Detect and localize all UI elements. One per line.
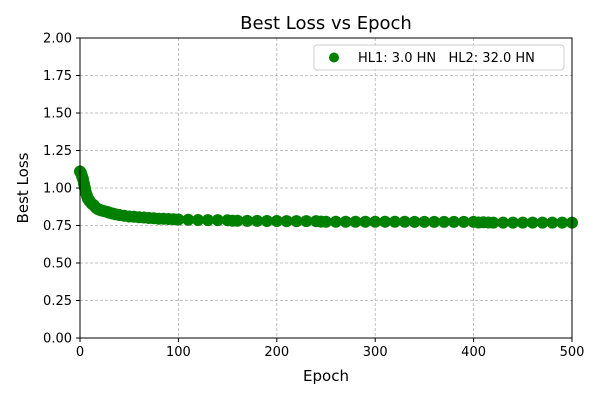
y-tick-label: 0.75 — [43, 219, 72, 234]
data-point — [398, 215, 411, 228]
y-tick-label: 1.75 — [43, 69, 72, 84]
x-tick-label: 500 — [560, 345, 585, 360]
plot-area-frame — [79, 37, 573, 339]
y-axis-label: Best Loss — [14, 152, 32, 223]
data-point — [172, 213, 185, 226]
data-point — [526, 216, 539, 229]
data-point — [251, 214, 264, 227]
data-point — [556, 216, 569, 229]
y-tick-label: 1.00 — [43, 182, 72, 197]
data-point — [260, 215, 273, 227]
y-tick-label: 1.50 — [43, 107, 72, 122]
data-point — [211, 214, 224, 227]
y-tick-label: 1.25 — [43, 144, 72, 159]
y-tick-label: 0.25 — [43, 294, 72, 309]
data-point — [192, 213, 205, 226]
x-tick-label: 100 — [166, 345, 191, 360]
x-tick-label: 300 — [363, 345, 388, 360]
data-point — [329, 215, 342, 228]
data-points-layer — [74, 165, 578, 229]
data-point — [270, 215, 283, 227]
data-point — [447, 215, 460, 228]
legend-marker-icon — [329, 52, 339, 63]
data-point — [379, 215, 392, 228]
data-point — [438, 215, 451, 228]
data-point — [349, 215, 362, 228]
data-point — [516, 216, 529, 229]
data-point — [408, 215, 421, 228]
data-point — [280, 215, 293, 228]
data-point — [339, 215, 352, 228]
x-tick-label: 0 — [76, 345, 84, 360]
data-point — [359, 215, 372, 228]
data-point — [320, 215, 332, 228]
data-point — [536, 216, 549, 229]
chart-title: Best Loss vs Epoch — [240, 13, 412, 34]
data-point — [497, 216, 510, 229]
data-point — [241, 214, 254, 227]
legend-label: HL1: 3.0 HN HL2: 32.0 HN — [358, 51, 535, 66]
x-tick-label: 200 — [264, 345, 289, 360]
data-point — [546, 216, 559, 229]
data-point — [182, 213, 195, 226]
grid-layer — [79, 37, 573, 339]
data-point — [506, 216, 519, 229]
x-axis-label: Epoch — [303, 367, 349, 385]
data-point — [369, 215, 382, 228]
data-point — [418, 215, 431, 228]
legend: HL1: 3.0 HN HL2: 32.0 HN — [313, 44, 565, 71]
data-point — [457, 215, 470, 228]
ticks-layer: 0 100 200 300 400 500 0.00 0.25 0.50 0.75 1.00 1.25… — [43, 32, 584, 361]
data-point — [290, 215, 303, 228]
y-tick-label: 2.00 — [43, 32, 72, 47]
data-point — [388, 215, 401, 228]
data-point — [487, 216, 500, 229]
data-point — [231, 214, 244, 227]
y-tick-label: 0.50 — [43, 257, 72, 272]
data-point — [201, 214, 214, 227]
y-tick-label: 0.00 — [43, 332, 72, 347]
legend-box — [313, 44, 565, 71]
data-point — [300, 215, 313, 228]
x-tick-label: 400 — [461, 345, 486, 360]
data-point — [428, 215, 441, 228]
